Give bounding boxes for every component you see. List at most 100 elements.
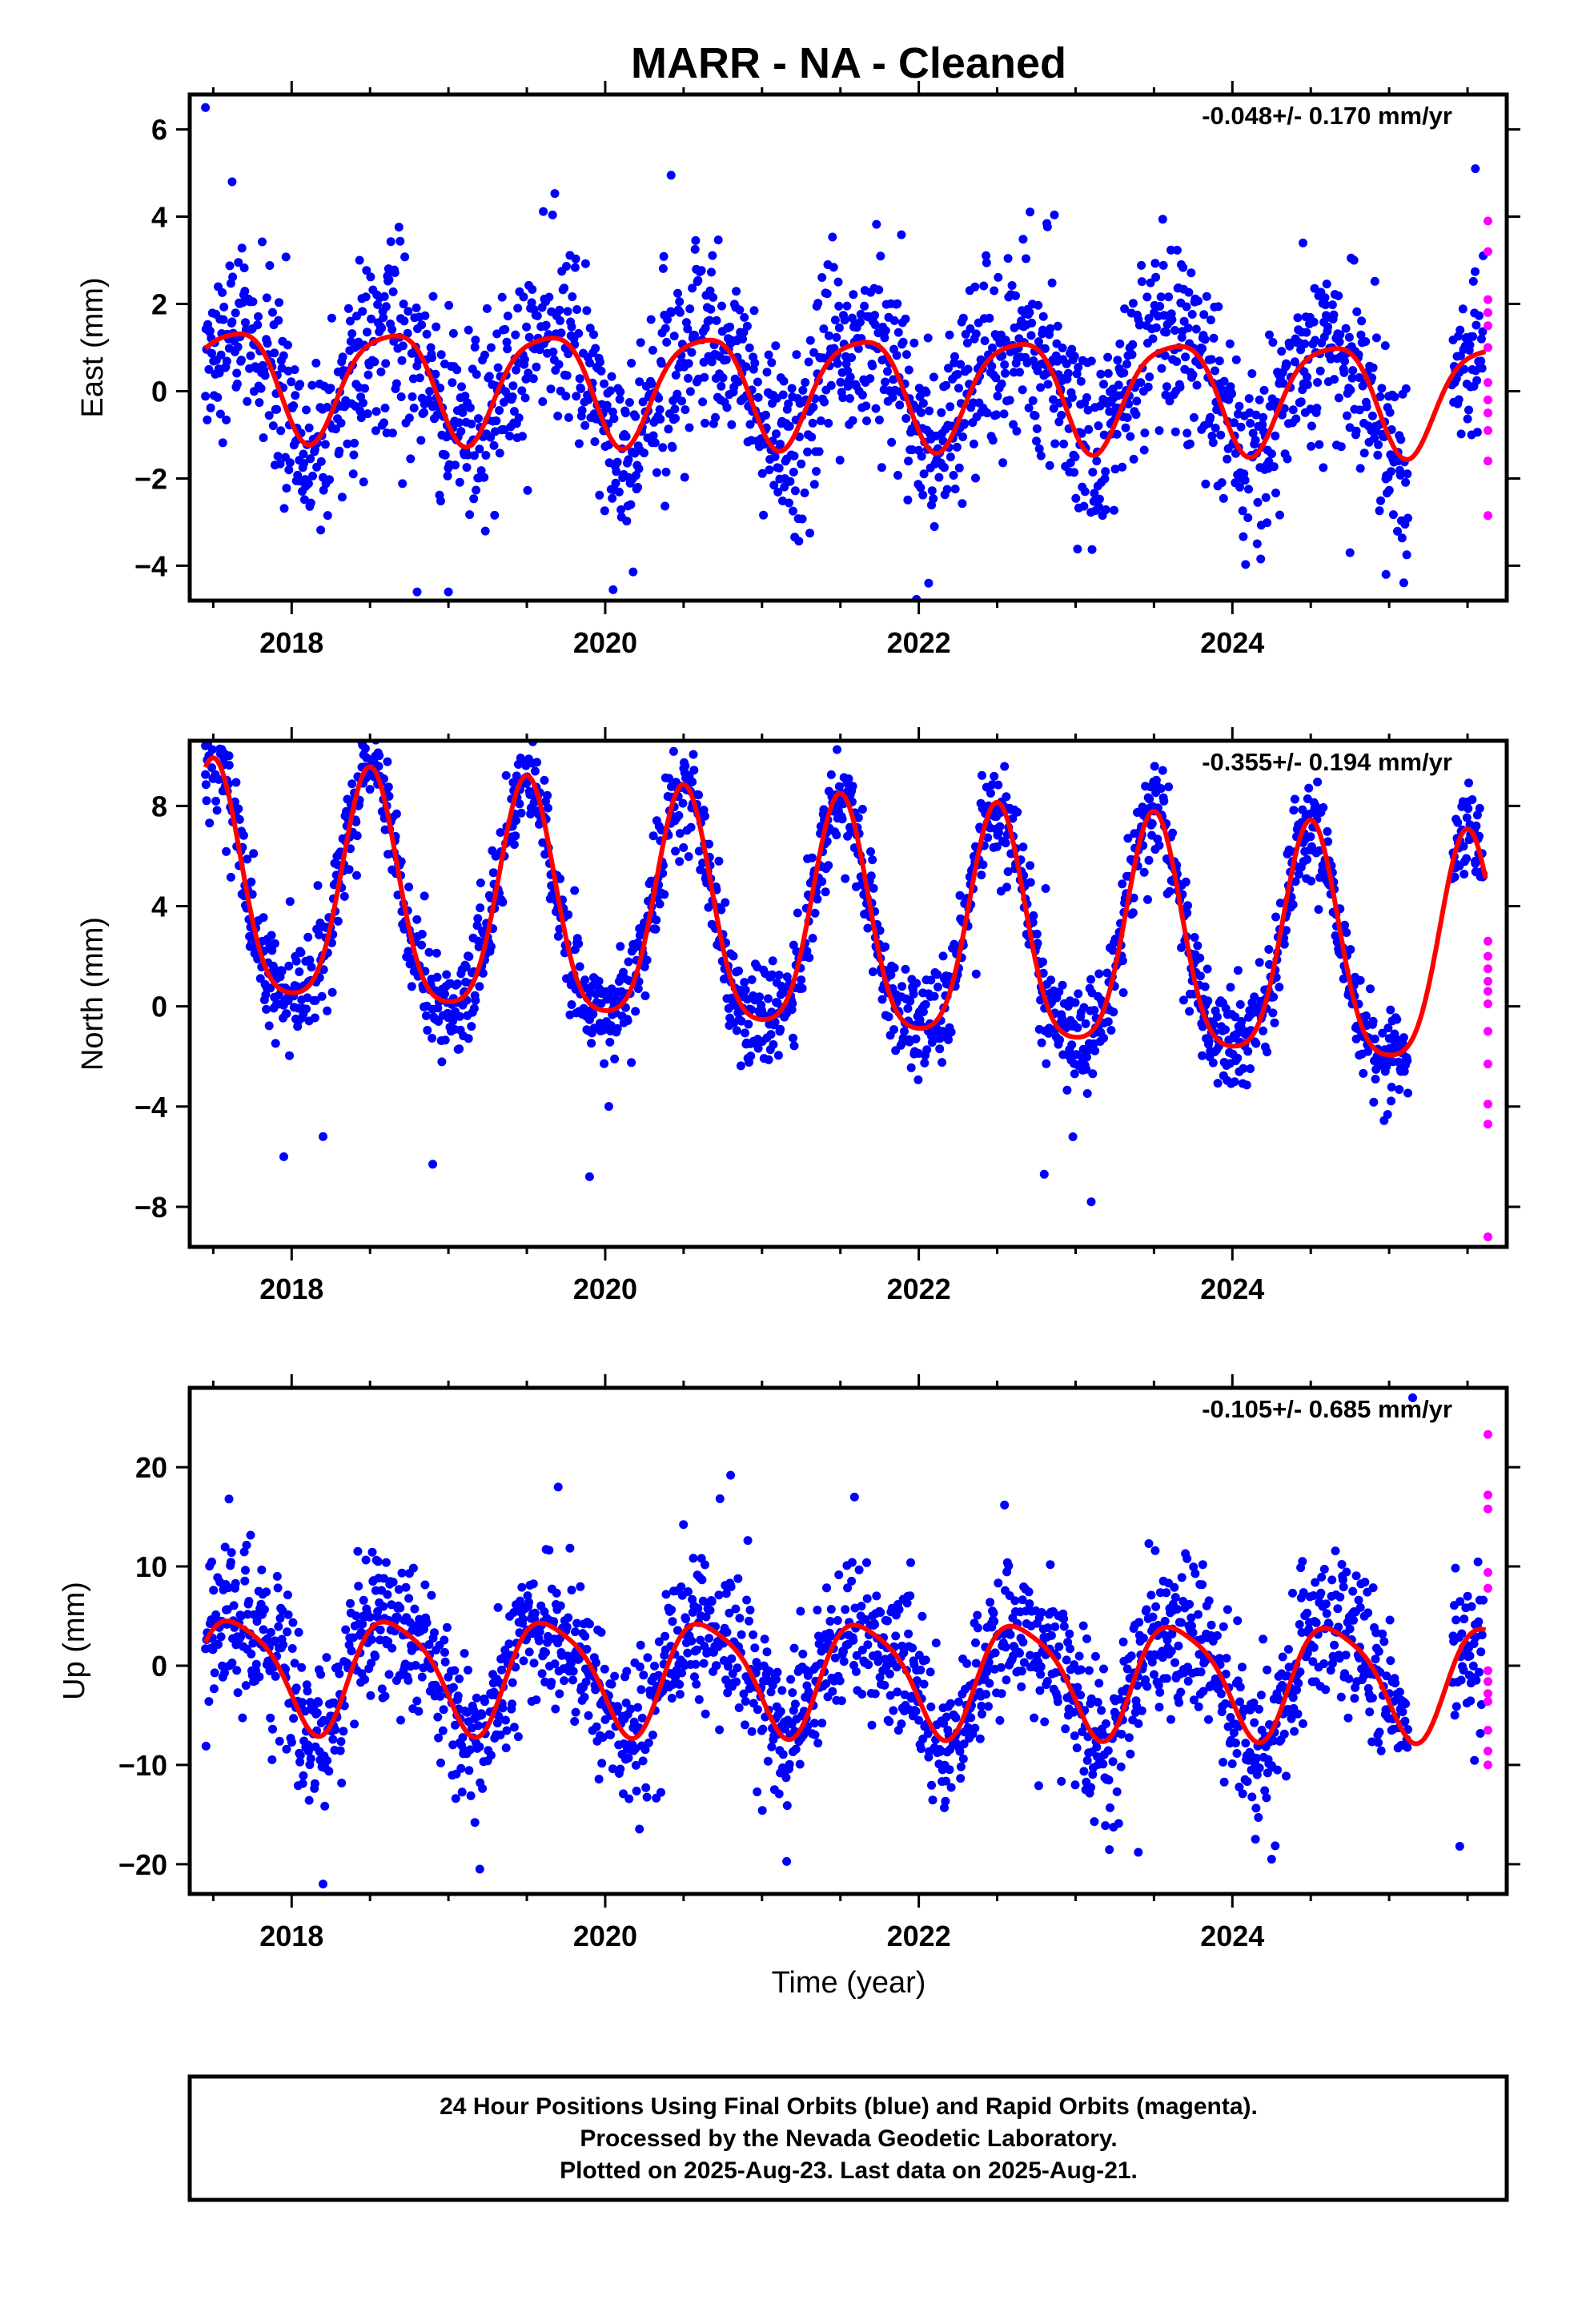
rapid-orbit-point [1484,1120,1492,1129]
final-orbit-point [908,1643,917,1653]
final-orbit-point [241,1681,251,1691]
final-orbit-point [659,251,669,261]
final-orbit-point [833,1616,842,1625]
final-orbit-point [343,439,352,448]
final-orbit-point [905,1591,915,1601]
final-orbit-point [1154,841,1164,850]
rapid-orbit-point [1484,408,1492,418]
final-orbit-point [777,1686,787,1695]
final-orbit-point [608,493,617,503]
final-orbit-point [1072,369,1082,379]
final-orbit-point [440,1035,450,1045]
final-orbit-point [1352,307,1362,316]
final-orbit-point [287,377,296,387]
final-orbit-point [432,948,441,958]
final-orbit-point [741,362,751,372]
final-orbit-point [307,963,316,972]
final-orbit-point [556,1601,565,1610]
final-orbit-point [437,1057,447,1067]
final-orbit-point [306,498,315,508]
final-orbit-point [733,1574,743,1583]
final-orbit-point [248,297,258,307]
final-orbit-point [1073,545,1082,554]
final-orbit-point [207,763,216,773]
final-orbit-point [1074,363,1083,372]
final-orbit-point [307,380,317,390]
final-orbit-point [946,452,955,462]
final-orbit-point [1053,321,1062,331]
final-orbit-point [1123,834,1133,843]
final-orbit-point [249,849,259,858]
final-orbit-point [727,420,737,429]
final-orbit-point [870,1619,880,1629]
final-orbit-point [233,1688,243,1698]
final-orbit-point [1303,854,1312,864]
final-orbit-point [409,404,419,412]
final-orbit-point [1315,440,1324,449]
final-orbit-point [294,1627,303,1637]
final-orbit-point [585,358,594,368]
final-orbit-point [1057,411,1066,420]
final-orbit-point [1206,412,1215,422]
final-orbit-point [1032,424,1042,433]
final-orbit-point [789,506,797,516]
final-orbit-point [673,389,682,399]
final-orbit-point [595,490,604,500]
final-orbit-point [1067,344,1077,354]
final-orbit-point [1313,778,1323,786]
final-orbit-point [781,1773,791,1783]
final-orbit-point [813,1739,823,1748]
final-orbit-point [469,494,479,504]
final-orbit-point [398,341,408,351]
final-orbit-point [917,408,926,417]
final-orbit-point [654,393,664,403]
final-orbit-point [295,1757,305,1767]
final-orbit-point [1456,325,1465,335]
final-orbit-point [232,379,242,388]
final-orbit-point [1156,292,1166,302]
final-orbit-outlier [279,1152,288,1161]
final-orbit-point [644,1738,653,1747]
final-orbit-point [1110,464,1120,474]
final-orbit-point [668,443,677,452]
final-orbit-point [1307,876,1316,886]
final-orbit-point [1401,384,1411,393]
final-orbit-point [508,392,517,401]
final-orbit-point [622,517,632,526]
final-orbit-point [788,1688,797,1698]
final-orbit-point [678,798,688,808]
final-orbit-outlier [1471,164,1480,174]
final-orbit-point [323,1756,332,1765]
final-orbit-point [705,286,715,296]
final-orbit-point [1002,883,1012,892]
final-orbit-point [1115,339,1125,348]
final-orbit-point [1137,277,1146,287]
final-orbit-point [310,1013,319,1023]
final-orbit-point [691,1659,701,1669]
final-orbit-point [707,1597,717,1606]
final-orbit-point [1054,417,1064,427]
final-orbit-point [237,356,246,365]
final-orbit-point [1363,1047,1373,1056]
final-orbit-point [1108,946,1118,955]
final-orbit-point [226,1558,235,1567]
final-orbit-point [1170,427,1180,436]
final-orbit-point [543,803,552,813]
final-orbit-point [1013,807,1022,817]
final-orbit-point [387,1643,397,1653]
final-orbit-point [540,775,549,785]
final-orbit-point [596,366,606,376]
final-orbit-point [934,472,944,482]
final-orbit-point [570,263,580,272]
final-orbit-point [508,381,518,391]
final-orbit-point [1223,454,1232,464]
final-orbit-point [365,721,374,730]
final-orbit-point [642,1792,652,1802]
final-orbit-point [861,401,871,411]
final-orbit-point [417,320,427,330]
x-tick-label: 2022 [887,626,951,659]
final-orbit-point [438,1726,448,1735]
final-orbit-point [889,1025,898,1035]
final-orbit-point [457,382,466,392]
final-orbit-point [259,433,268,443]
